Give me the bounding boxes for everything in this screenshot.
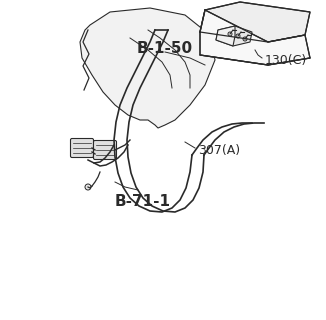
Text: 130(C): 130(C) (265, 53, 307, 67)
Text: 307(A): 307(A) (198, 143, 240, 156)
Text: B-71-1: B-71-1 (115, 195, 171, 210)
FancyBboxPatch shape (70, 139, 94, 157)
Ellipse shape (75, 143, 89, 153)
Polygon shape (216, 26, 235, 46)
Polygon shape (200, 2, 310, 42)
Ellipse shape (72, 141, 92, 155)
FancyBboxPatch shape (94, 140, 116, 159)
Text: B-1-50: B-1-50 (137, 41, 193, 55)
Polygon shape (200, 10, 310, 65)
Polygon shape (216, 26, 252, 46)
Circle shape (85, 184, 91, 190)
Polygon shape (80, 8, 215, 128)
